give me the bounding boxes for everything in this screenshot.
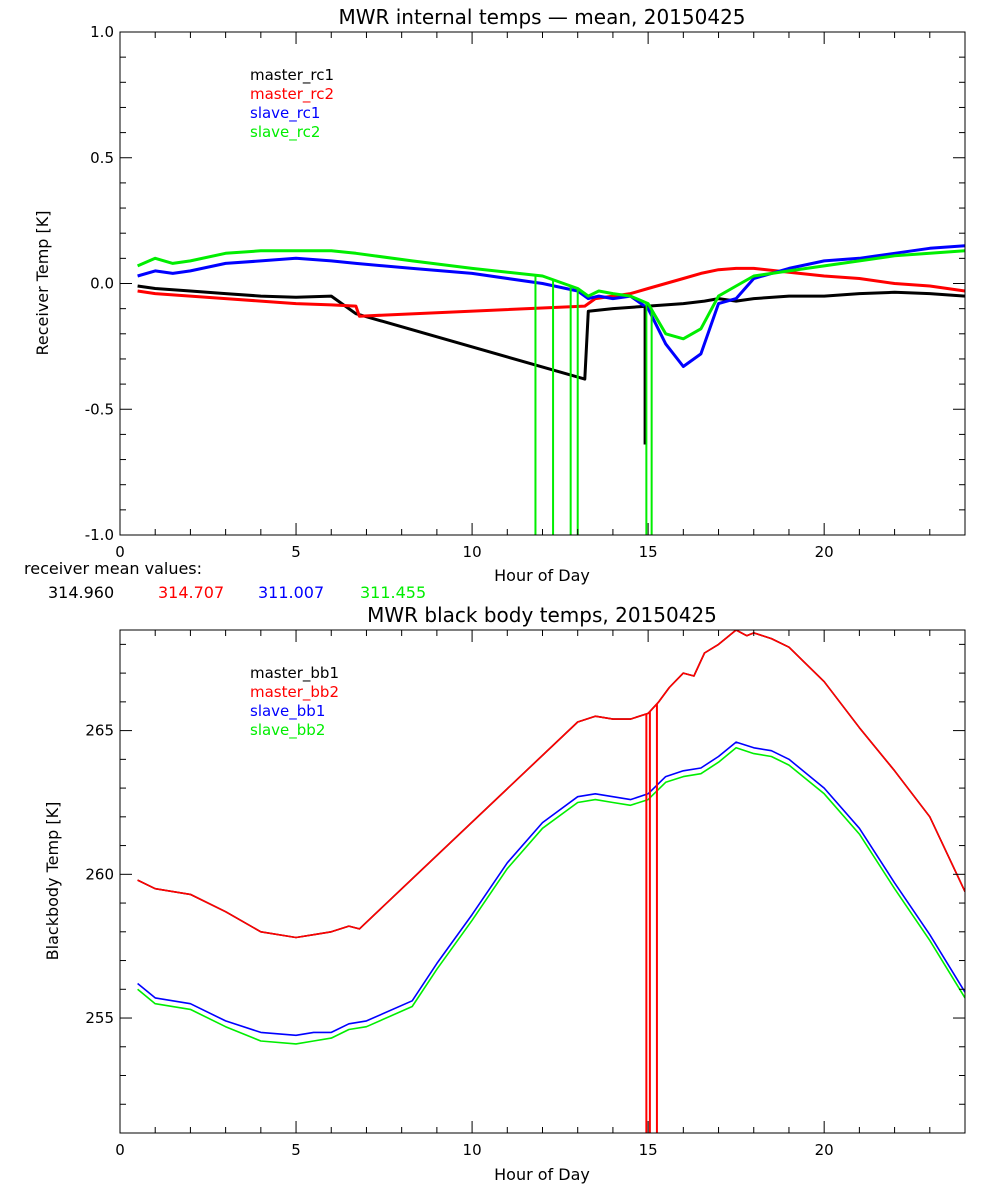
chart-title: MWR internal temps — mean, 20150425 xyxy=(338,5,745,29)
x-tick-label: 15 xyxy=(639,543,658,561)
x-tick-label: 0 xyxy=(115,1141,125,1159)
receiver-mean-label: receiver mean values: xyxy=(24,559,202,578)
series-line-slave_bb2 xyxy=(137,746,965,1045)
x-tick-label: 10 xyxy=(463,543,482,561)
series-line-slave_bb1 xyxy=(137,741,965,1037)
y-tick-label: 0.5 xyxy=(90,149,114,167)
legend-entry: master_rc2 xyxy=(250,85,334,104)
y-tick-label: 255 xyxy=(85,1009,114,1027)
legend-entry: slave_rc1 xyxy=(250,104,320,123)
legend-entry: slave_bb1 xyxy=(250,702,325,721)
legend-entry: slave_bb2 xyxy=(250,721,325,740)
y-tick-label: 265 xyxy=(85,722,114,740)
y-tick-label: 0.0 xyxy=(90,275,114,293)
x-axis-label: Hour of Day xyxy=(494,566,590,585)
legend-entry: slave_rc2 xyxy=(250,123,320,142)
receiver-mean-block: receiver mean values: 314.960 314.707 31… xyxy=(24,559,426,602)
y-tick-label: -1.0 xyxy=(85,526,114,544)
legend-entry: master_bb1 xyxy=(250,664,339,683)
x-tick-label: 5 xyxy=(291,543,301,561)
legend-entry: master_rc1 xyxy=(250,66,334,85)
x-tick-label: 10 xyxy=(463,1141,482,1159)
y-tick-label: 1.0 xyxy=(90,23,114,41)
x-tick-label: 0 xyxy=(115,543,125,561)
x-tick-label: 20 xyxy=(815,543,834,561)
y-tick-label: 260 xyxy=(85,865,114,883)
y-axis-label: Receiver Temp [K] xyxy=(33,210,52,355)
receiver-mean-value: 314.960 xyxy=(48,583,114,602)
x-tick-label: 5 xyxy=(291,1141,301,1159)
plot-frame xyxy=(119,629,966,1134)
series-line-master_bb2 xyxy=(137,630,965,939)
x-tick-label: 20 xyxy=(815,1141,834,1159)
legend-entry: master_bb2 xyxy=(250,683,339,702)
receiver-mean-value: 314.707 xyxy=(158,583,224,602)
y-axis-label: Blackbody Temp [K] xyxy=(43,802,62,961)
x-tick-label: 15 xyxy=(639,1141,658,1159)
receiver-mean-value: 311.455 xyxy=(360,583,426,602)
receiver-temps-chart: MWR internal temps — mean, 20150425 0 5 10… xyxy=(33,5,966,585)
y-tick-label: -0.5 xyxy=(85,400,114,418)
receiver-mean-value: 311.007 xyxy=(258,583,324,602)
series-line-master_rc2 xyxy=(137,266,965,318)
chart-title: MWR black body temps, 20150425 xyxy=(367,603,717,627)
x-axis-label: Hour of Day xyxy=(494,1165,590,1184)
series-line-slave_rc1 xyxy=(137,244,965,368)
series-line-slave_rc2 xyxy=(137,249,965,341)
blackbody-temps-chart: MWR black body temps, 20150425 0 5 10 15 20 2… xyxy=(43,603,966,1184)
